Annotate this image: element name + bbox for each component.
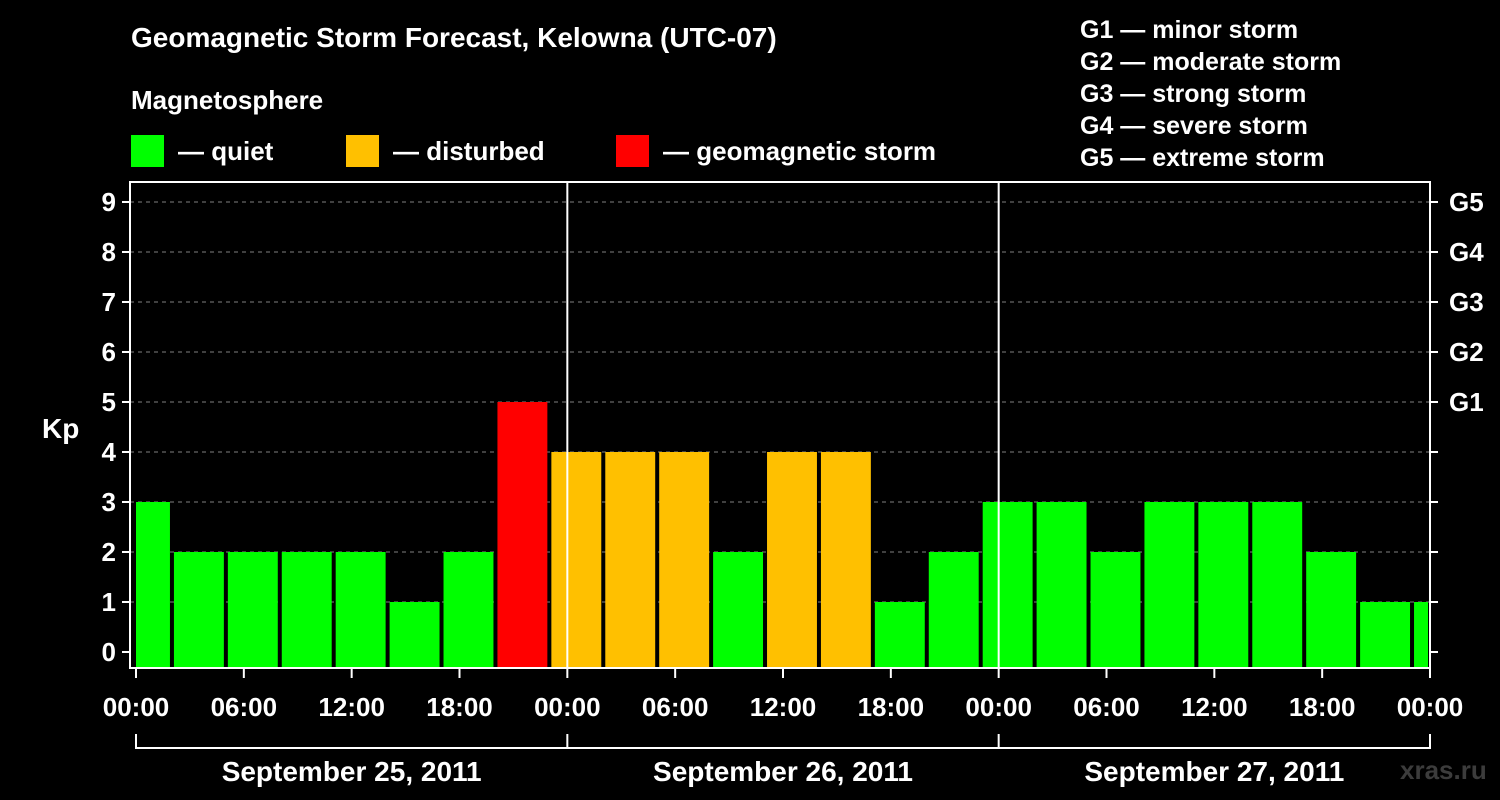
x-tick-label: 18:00 xyxy=(426,692,493,722)
x-tick-label: 00:00 xyxy=(103,692,170,722)
kp-bar xyxy=(659,452,710,668)
storm-scale-g2: G2 — moderate storm xyxy=(1080,48,1342,76)
storm-scale-g4: G4 — severe storm xyxy=(1080,112,1308,140)
kp-bar xyxy=(713,552,764,668)
x-tick-label: 00:00 xyxy=(534,692,601,722)
x-tick-label: 06:00 xyxy=(642,692,709,722)
legend-item-quiet: — quiet xyxy=(131,135,273,167)
kp-bar xyxy=(767,452,817,668)
legend-swatch-storm xyxy=(616,135,649,167)
kp-bar xyxy=(1036,502,1087,668)
storm-scale-g1: G1 — minor storm xyxy=(1080,16,1299,44)
x-tick-label: 18:00 xyxy=(1289,692,1356,722)
x-tick-label: 12:00 xyxy=(1181,692,1248,722)
x-tick-label: 00:00 xyxy=(965,692,1032,722)
storm-scale-legend: G1 — minor storm G2 — moderate storm G3 … xyxy=(1080,14,1341,174)
x-tick-label: 12:00 xyxy=(318,692,385,722)
kp-bar xyxy=(1252,502,1303,668)
legend-item-disturbed: — disturbed xyxy=(346,135,545,167)
kp-bar xyxy=(1414,602,1428,668)
y-tick-label: 8 xyxy=(102,237,116,267)
y-tick-label: 2 xyxy=(102,537,116,567)
kp-bar xyxy=(173,552,224,668)
x-tick-label: 00:00 xyxy=(1397,692,1464,722)
legend-label-storm: — geomagnetic storm xyxy=(663,135,937,166)
y-tick-label: 4 xyxy=(102,437,117,467)
g-scale-label: G2 xyxy=(1449,337,1484,367)
kp-bar xyxy=(1144,502,1195,668)
y-axis-label: Kp xyxy=(42,413,79,444)
storm-scale-g3: G3 — strong storm xyxy=(1080,80,1307,108)
kp-bar xyxy=(1306,552,1357,668)
g-scale-label: G1 xyxy=(1449,387,1484,417)
g-scale-label: G3 xyxy=(1449,287,1484,317)
legend-label-disturbed: — disturbed xyxy=(393,135,545,166)
kp-bar xyxy=(982,502,1033,668)
kp-bar xyxy=(820,452,871,668)
kp-bar xyxy=(874,602,925,668)
kp-bar xyxy=(389,602,440,668)
day-label: September 26, 2011 xyxy=(653,756,913,787)
g-scale-label: G5 xyxy=(1449,187,1484,217)
kp-bar xyxy=(497,402,548,668)
legend-swatch-disturbed xyxy=(346,135,379,167)
kp-bar xyxy=(281,552,332,668)
chart-title: Geomagnetic Storm Forecast, Kelowna (UTC… xyxy=(131,22,777,53)
y-tick-label: 0 xyxy=(102,637,116,667)
kp-bar xyxy=(1198,502,1249,668)
g-scale-label: G4 xyxy=(1449,237,1484,267)
kp-bar xyxy=(335,552,386,668)
legend-item-storm: — geomagnetic storm xyxy=(616,135,936,167)
y-tick-label: 9 xyxy=(102,187,116,217)
kp-bar xyxy=(928,552,979,668)
kp-bar xyxy=(605,452,656,668)
y-tick-label: 5 xyxy=(102,387,116,417)
kp-bar xyxy=(443,552,494,668)
x-tick-label: 12:00 xyxy=(750,692,817,722)
legend-swatch-quiet xyxy=(131,135,164,167)
kp-bar xyxy=(227,552,278,668)
day-label: September 27, 2011 xyxy=(1084,756,1344,787)
legend-label-quiet: — quiet xyxy=(178,135,274,166)
storm-scale-g5: G5 — extreme storm xyxy=(1080,144,1325,172)
plot-frame xyxy=(129,181,1431,669)
day-label: September 25, 2011 xyxy=(222,756,482,787)
x-tick-label: 06:00 xyxy=(1073,692,1140,722)
kp-bar xyxy=(1360,602,1411,668)
y-tick-label: 1 xyxy=(102,587,116,617)
watermark: xras.ru xyxy=(1400,755,1487,785)
kp-bar xyxy=(136,502,170,668)
y-tick-label: 7 xyxy=(102,287,116,317)
kp-bar xyxy=(551,452,602,668)
y-tick-label: 6 xyxy=(102,337,116,367)
x-tick-label: 18:00 xyxy=(858,692,925,722)
kp-bar xyxy=(1090,552,1141,668)
x-tick-label: 06:00 xyxy=(211,692,278,722)
legend-heading: Magnetosphere xyxy=(131,85,324,115)
y-tick-label: 3 xyxy=(102,487,116,517)
